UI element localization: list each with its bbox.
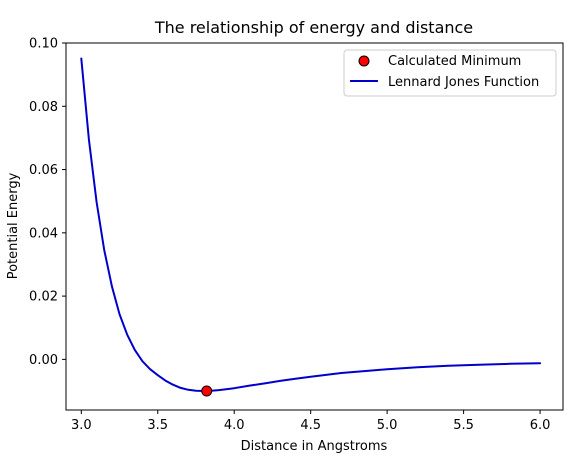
y-axis-label: Potential Energy [6,172,21,279]
legend-box [343,49,557,97]
legend-label-calculated-minimum: Calculated Minimum [388,54,521,69]
x-tick-label: 3.0 [71,418,92,433]
x-axis-ticks: 3.0 3.5 4.0 4.5 5.0 5.5 6.0 [71,410,550,433]
x-tick-label: 6.0 [530,418,551,433]
marker-layer [201,385,213,397]
legend-label-lennard-jones: Lennard Jones Function [388,75,539,90]
y-tick-label: 0.02 [29,290,58,305]
calculated-minimum-point [201,385,213,397]
x-axis-label: Distance in Angstroms [241,439,388,454]
x-tick-label: 5.0 [377,418,398,433]
x-tick-label: 4.0 [224,418,245,433]
series-layer [80,57,542,392]
chart-title: The relationship of energy and distance [154,18,473,37]
y-tick-label: 0.00 [29,353,58,368]
plot-frame [65,42,564,411]
plot-area [65,42,564,411]
y-tick-label: 0.08 [29,100,58,115]
legend: Calculated Minimum Lennard Jones Functio… [343,49,557,97]
x-tick-label: 3.5 [147,418,168,433]
series-line-lennard-jones [80,57,542,392]
x-tick-label: 5.5 [453,418,474,433]
y-tick-label: 0.04 [29,226,58,241]
legend-marker-calculated-minimum [358,55,370,67]
y-axis-ticks: 0.00 0.02 0.04 0.06 0.08 0.10 [29,37,66,368]
y-tick-label: 0.10 [29,37,58,52]
y-tick-label: 0.06 [29,163,58,178]
x-tick-label: 4.5 [300,418,321,433]
